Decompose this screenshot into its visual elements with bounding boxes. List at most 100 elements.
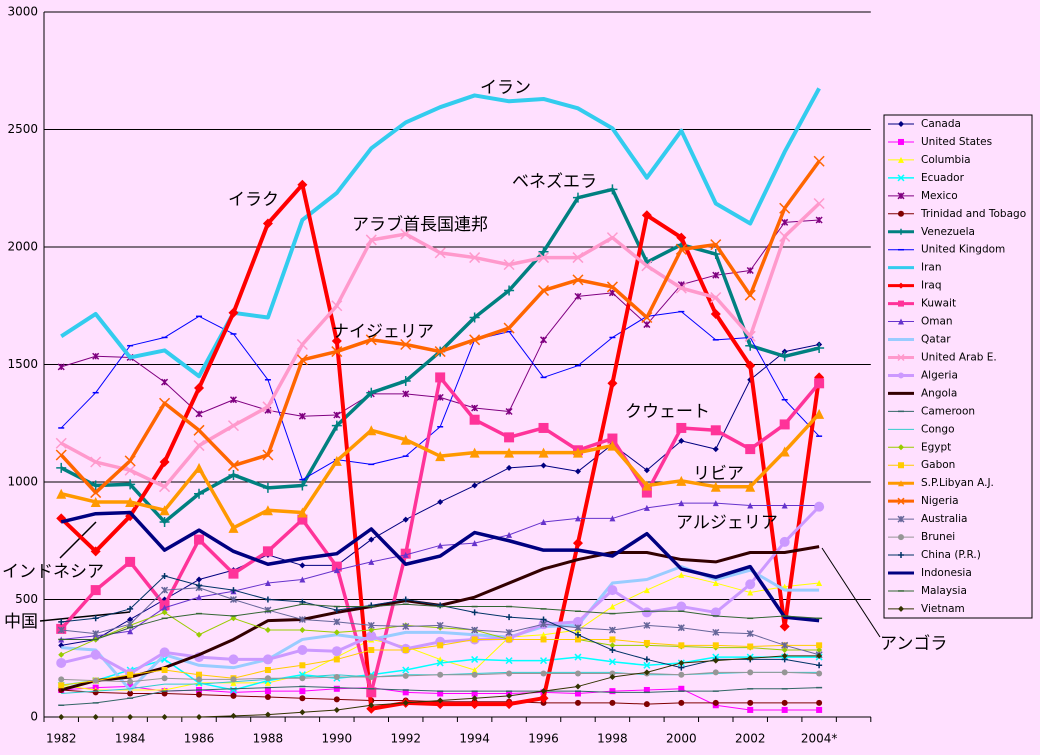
marker [230, 587, 237, 594]
legend-label: Iran [921, 262, 942, 274]
marker [434, 346, 446, 358]
marker [333, 618, 341, 626]
annotation: インドネシア [2, 562, 104, 582]
marker [747, 655, 754, 662]
marker [897, 497, 905, 505]
marker [299, 627, 306, 634]
marker [92, 714, 99, 720]
marker [333, 674, 340, 681]
marker [298, 615, 306, 624]
marker [366, 387, 377, 398]
marker [710, 308, 721, 319]
marker [503, 322, 515, 334]
marker [779, 446, 790, 457]
annotation: アルジェリア [676, 513, 778, 533]
marker [574, 624, 582, 632]
marker [815, 216, 823, 224]
marker [264, 679, 271, 686]
series [58, 573, 823, 671]
marker [506, 464, 513, 471]
marker [471, 626, 479, 634]
marker [159, 505, 170, 516]
y-tick-label: 2000 [7, 240, 38, 254]
marker [574, 636, 581, 643]
marker [125, 479, 136, 490]
marker [230, 689, 237, 696]
marker [572, 447, 583, 458]
legend-label: Egypt [921, 441, 951, 453]
annotation: リビア [693, 464, 744, 484]
marker [676, 422, 687, 433]
legend-label: Mexico [921, 190, 958, 202]
marker [609, 636, 616, 643]
marker [402, 699, 409, 706]
marker [643, 504, 650, 511]
y-tick-label: 500 [15, 592, 38, 606]
legend-label: Australia [921, 513, 967, 525]
marker [264, 694, 271, 701]
marker [609, 647, 616, 654]
marker [264, 688, 271, 695]
marker [898, 156, 904, 163]
marker [678, 699, 685, 706]
marker [366, 425, 377, 436]
x-tick-label: 1984 [115, 732, 146, 746]
x-tick-label: 1998 [597, 732, 628, 746]
marker [299, 576, 306, 583]
marker [230, 692, 237, 699]
marker [56, 462, 67, 473]
marker [194, 383, 205, 393]
marker [58, 618, 65, 625]
marker [262, 482, 273, 493]
marker [437, 671, 444, 678]
marker [779, 230, 791, 242]
marker [898, 318, 904, 325]
marker [746, 630, 754, 638]
marker [230, 615, 237, 622]
marker [503, 259, 515, 271]
marker [678, 659, 685, 666]
marker [538, 693, 549, 704]
marker [194, 462, 205, 473]
marker [58, 682, 65, 689]
marker [678, 500, 685, 507]
marker [161, 714, 168, 720]
line [60, 87, 821, 379]
marker [333, 706, 340, 713]
marker [229, 595, 238, 604]
marker [574, 699, 581, 706]
marker [643, 467, 650, 474]
marker [471, 695, 478, 702]
marker [127, 605, 134, 612]
marker [643, 701, 650, 708]
marker [92, 689, 99, 696]
marker [331, 420, 342, 431]
legend-label: Ecuador [921, 172, 965, 184]
marker [469, 312, 480, 323]
marker [814, 343, 825, 354]
marker [366, 687, 377, 698]
marker [816, 706, 823, 713]
y-tick-label: 1000 [7, 475, 38, 489]
marker [643, 656, 650, 663]
marker [609, 688, 616, 695]
marker [643, 639, 650, 646]
legend-label: Malaysia [921, 585, 967, 597]
marker [367, 621, 375, 629]
marker [469, 414, 480, 425]
marker [609, 603, 616, 610]
marker [676, 475, 687, 486]
marker [90, 496, 101, 507]
marker [56, 657, 67, 668]
marker [781, 706, 788, 713]
marker [365, 234, 377, 246]
legend-label: Nigeria [921, 495, 959, 507]
marker [779, 621, 790, 632]
marker [504, 432, 515, 443]
marker [331, 346, 343, 358]
marker [127, 616, 134, 623]
marker [540, 688, 547, 695]
marker [92, 630, 100, 638]
marker [299, 562, 306, 569]
